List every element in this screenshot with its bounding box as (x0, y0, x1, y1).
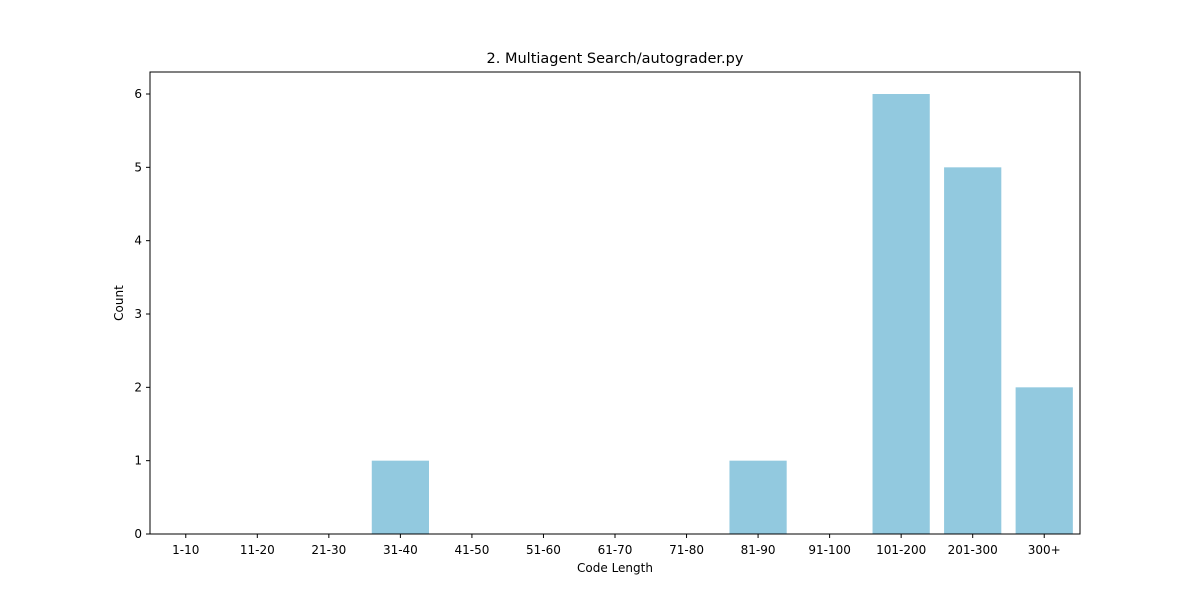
bar-81-90 (729, 460, 787, 534)
y-tick-label: 1 (134, 454, 142, 468)
y-axis-label: Count (112, 285, 126, 321)
bars-group (371, 94, 1073, 535)
y-tick-label: 5 (134, 160, 142, 174)
plot-frame (149, 71, 1081, 535)
x-axis-label: Code Length (577, 561, 653, 575)
y-tick-label: 3 (134, 307, 142, 321)
bar-201-300 (944, 167, 1002, 535)
bar-300+ (1015, 387, 1073, 534)
x-tick-label: 51-60 (526, 543, 561, 557)
bar-31-40 (371, 460, 429, 534)
x-tick-label: 31-40 (383, 543, 418, 557)
y-tick-label: 2 (134, 380, 142, 394)
x-tick-label: 71-80 (669, 543, 704, 557)
x-tick-label: 101-200 (876, 543, 926, 557)
x-tick-label: 41-50 (454, 543, 489, 557)
y-tick-label: 6 (134, 87, 142, 101)
x-tick-label: 201-300 (948, 543, 998, 557)
chart-title: 2. Multiagent Search/autograder.py (487, 51, 744, 67)
x-tick-label: 11-20 (240, 543, 275, 557)
bar-101-200 (872, 94, 930, 534)
y-tick-label: 4 (134, 234, 142, 248)
x-tick-label: 21-30 (311, 543, 346, 557)
x-axis-ticks: 1-10 11-20 21-30 31-40 41-50 51-60 61-70 71-80 8… (172, 534, 1061, 557)
y-tick-label: 0 (134, 527, 142, 541)
x-tick-label: 91-100 (808, 543, 851, 557)
x-tick-label: 300+ (1028, 543, 1061, 557)
y-axis-ticks: 0 1 2 3 4 5 6 (134, 87, 150, 541)
x-tick-label: 81-90 (741, 543, 776, 557)
x-tick-label: 61-70 (598, 543, 633, 557)
x-tick-label: 1-10 (172, 543, 199, 557)
